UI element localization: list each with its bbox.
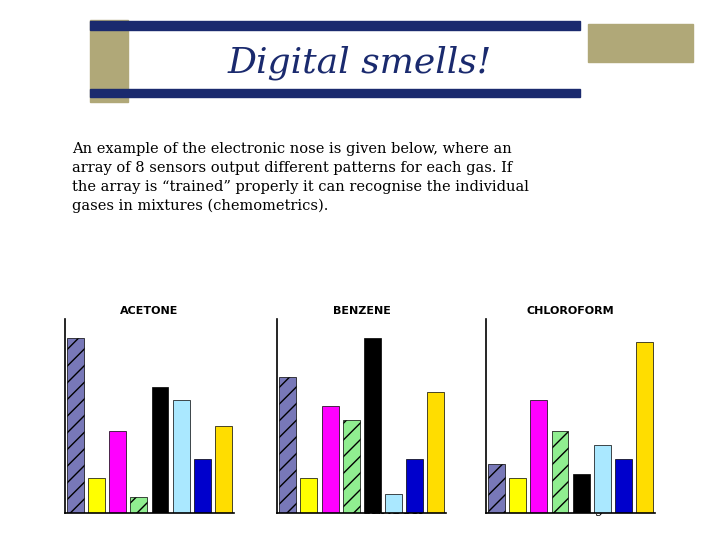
Title: ACETONE: ACETONE bbox=[120, 306, 179, 316]
Bar bbox=[130, 497, 148, 513]
Bar bbox=[151, 387, 168, 513]
Text: Digital smells!: Digital smells! bbox=[228, 46, 492, 80]
Text: An example of the electronic nose is given below, where an: An example of the electronic nose is giv… bbox=[72, 142, 512, 156]
Bar bbox=[90, 21, 580, 30]
Bar bbox=[300, 478, 318, 513]
Bar bbox=[215, 426, 232, 513]
Bar bbox=[90, 89, 580, 97]
Text: Figure 1.: Figure 1. bbox=[583, 503, 641, 516]
Bar bbox=[279, 377, 296, 513]
Title: CHLOROFORM: CHLOROFORM bbox=[527, 306, 614, 316]
Bar bbox=[90, 20, 128, 102]
Bar bbox=[67, 338, 84, 513]
Bar bbox=[636, 342, 653, 513]
Text: SENSOR: SENSOR bbox=[362, 503, 422, 516]
Text: gases in mixtures (chemometrics).: gases in mixtures (chemometrics). bbox=[72, 199, 328, 213]
Bar bbox=[552, 431, 569, 513]
Title: BENZENE: BENZENE bbox=[333, 306, 391, 316]
Bar bbox=[572, 474, 590, 513]
Bar bbox=[406, 458, 423, 513]
Bar bbox=[322, 406, 338, 513]
Bar bbox=[594, 445, 611, 513]
Bar bbox=[88, 478, 105, 513]
Bar bbox=[364, 338, 381, 513]
Bar bbox=[488, 464, 505, 513]
Bar bbox=[194, 458, 211, 513]
Text: array of 8 sensors output different patterns for each gas. If: array of 8 sensors output different patt… bbox=[72, 161, 512, 175]
Bar bbox=[509, 478, 526, 513]
Bar bbox=[173, 400, 189, 513]
Bar bbox=[428, 393, 444, 513]
Bar bbox=[109, 431, 126, 513]
Text: the array is “trained” properly it can recognise the individual: the array is “trained” properly it can r… bbox=[72, 180, 529, 194]
Bar bbox=[588, 24, 693, 62]
Bar bbox=[385, 494, 402, 513]
Bar bbox=[343, 420, 360, 513]
Bar bbox=[531, 400, 547, 513]
Bar bbox=[615, 458, 632, 513]
